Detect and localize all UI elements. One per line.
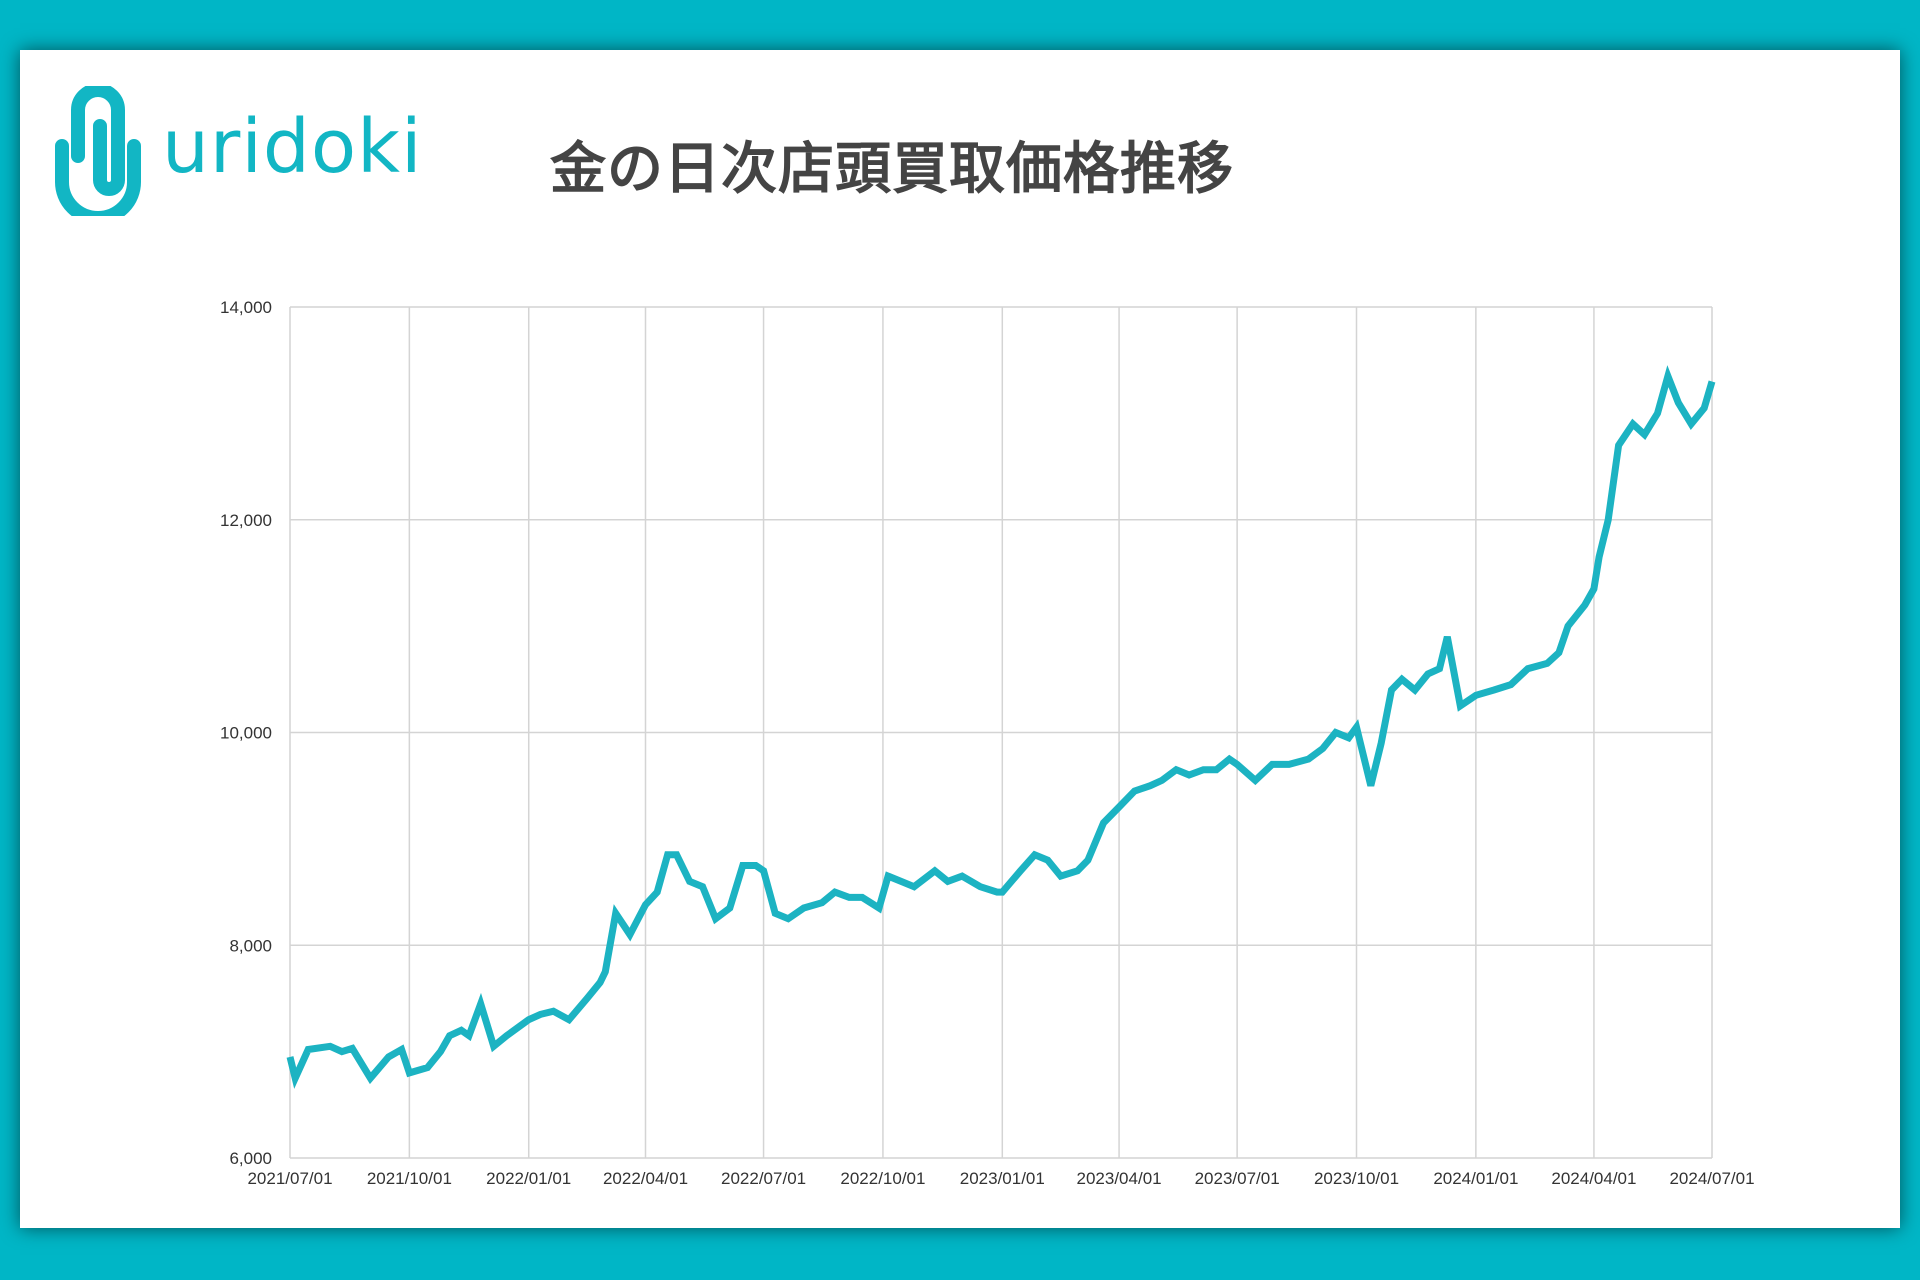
content-card: uridoki 金の日次店頭買取価格推移 [20, 50, 1900, 1228]
x-tick-label: 2022/07/01 [721, 1169, 806, 1188]
logo-wordmark: uridoki [162, 104, 423, 190]
paperclip-logo-icon [55, 86, 141, 216]
x-axis-tick-labels: 2021/07/01 2021/10/01 2022/01/01 2022/04/01… [247, 1169, 1754, 1188]
y-tick-label: 6,000 [229, 1149, 272, 1168]
y-axis-tick-labels: 6,000 8,000 10,000 12,000 14,000 [220, 298, 272, 1168]
y-tick-label: 14,000 [220, 298, 272, 317]
y-tick-label: 12,000 [220, 511, 272, 530]
price-series [286, 365, 1716, 1089]
y-tick-label: 10,000 [220, 724, 272, 743]
x-tick-label: 2023/04/01 [1077, 1169, 1162, 1188]
price-line [286, 365, 1716, 1089]
chart-title: 金の日次店頭買取価格推移 [550, 137, 1234, 202]
x-tick-label: 2023/10/01 [1314, 1169, 1399, 1188]
x-tick-label: 2021/07/01 [247, 1169, 332, 1188]
x-tick-label: 2022/04/01 [603, 1169, 688, 1188]
x-tick-label: 2023/07/01 [1195, 1169, 1280, 1188]
x-tick-label: 2021/10/01 [367, 1169, 452, 1188]
x-tick-label: 2024/07/01 [1669, 1169, 1754, 1188]
uridoki-logo: uridoki [52, 86, 423, 216]
x-tick-label: 2022/01/01 [486, 1169, 571, 1188]
y-tick-label: 8,000 [229, 936, 272, 955]
x-tick-label: 2023/01/01 [960, 1169, 1045, 1188]
x-tick-label: 2024/04/01 [1551, 1169, 1636, 1188]
x-tick-label: 2022/10/01 [840, 1169, 925, 1188]
gridlines [289, 306, 1713, 1159]
x-tick-label: 2024/01/01 [1433, 1169, 1518, 1188]
